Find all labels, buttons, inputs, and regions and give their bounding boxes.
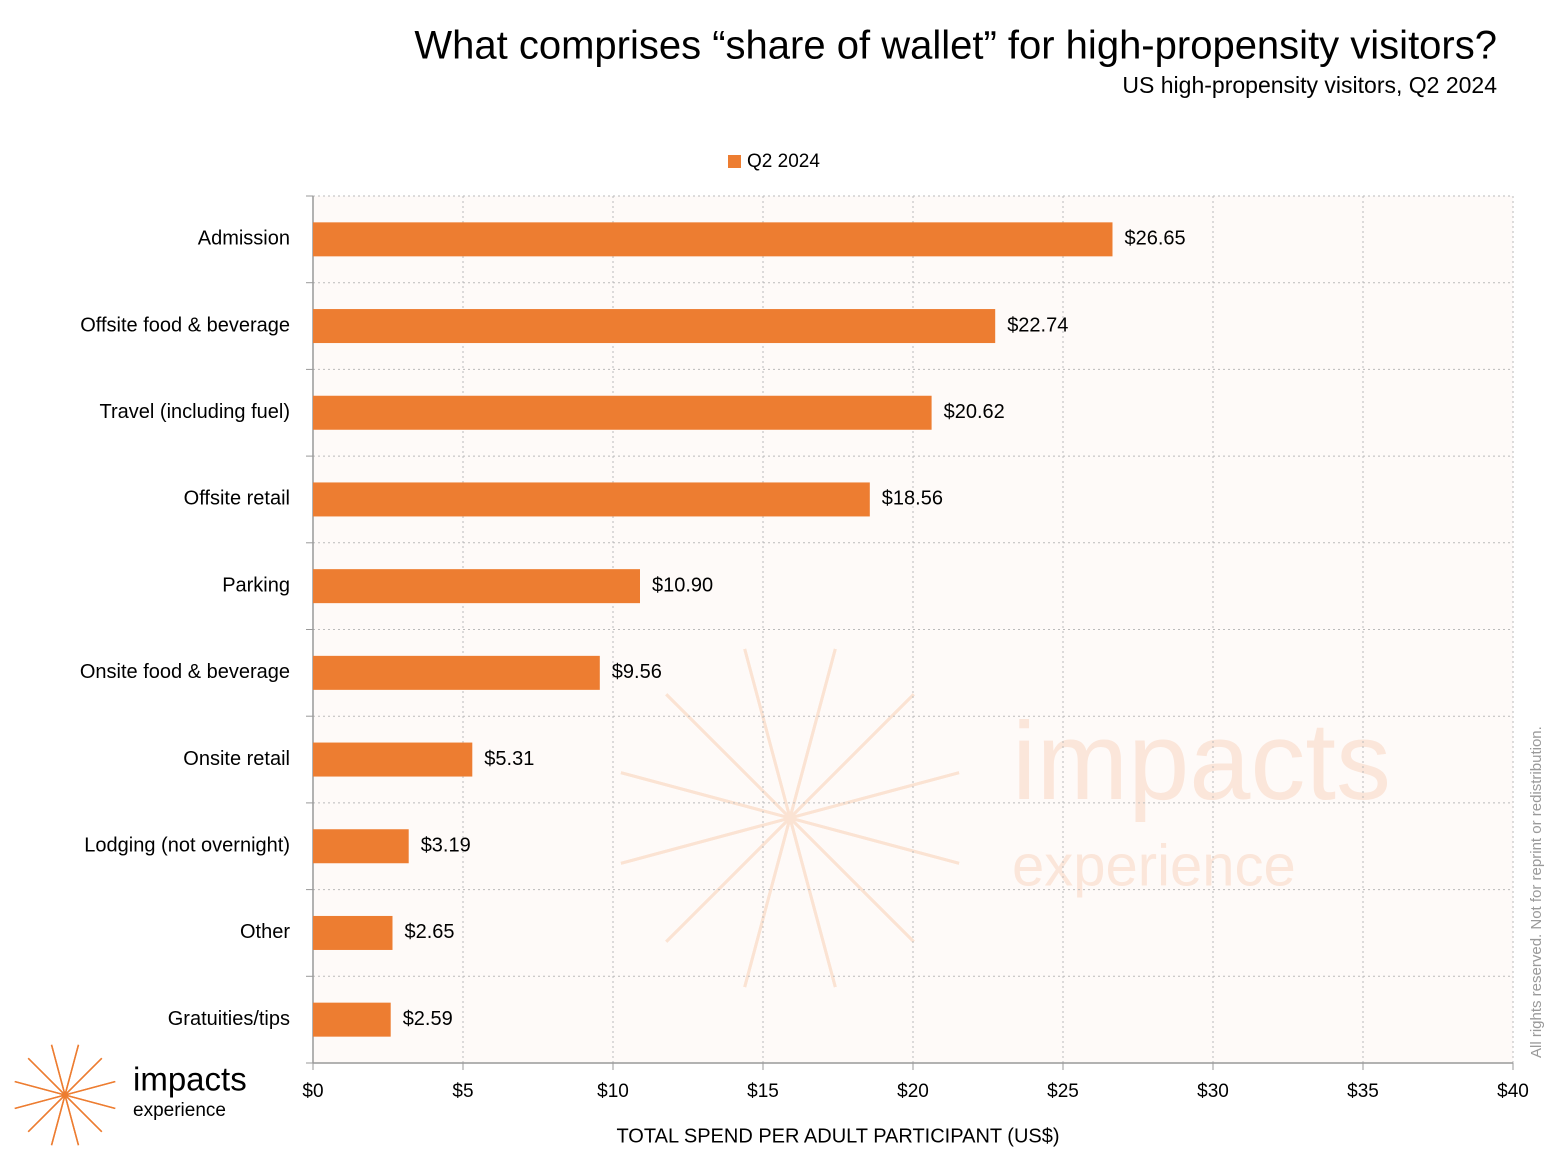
value-label: $2.59 [403,1008,453,1030]
y-tick-label: Admission [198,228,290,250]
burst-ray [14,1080,116,1110]
value-label: $20.62 [944,401,1005,423]
bar [313,395,932,430]
bar [313,222,1113,257]
x-tick-label: $40 [1497,1081,1529,1102]
chart-subtitle: US high-propensity visitors, Q2 2024 [1122,72,1497,98]
value-label: $5.31 [484,748,534,770]
bar [313,482,870,517]
bar [313,915,393,950]
watermark: impacts experience [620,648,1391,988]
y-tick-label: Gratuities/tips [168,1008,290,1030]
bar [313,309,996,344]
logo-tagline: experience [133,1100,226,1121]
bar [313,655,600,690]
x-tick-label: $5 [452,1081,473,1102]
y-tick-label: Lodging (not overnight) [84,835,290,857]
watermark-name: impacts [1012,700,1391,823]
value-label: $2.65 [405,921,455,943]
x-tick-label: $10 [597,1081,629,1102]
bar [313,569,640,604]
x-tick-label: $35 [1347,1081,1379,1102]
y-tick-label: Onsite food & beverage [80,661,290,683]
value-label: $22.74 [1007,314,1068,336]
x-axis-label: TOTAL SPEND PER ADULT PARTICIPANT (US$) [616,1125,1059,1147]
y-tick-label: Parking [222,574,290,596]
value-label: $26.65 [1125,228,1186,250]
x-tick-label: $20 [897,1081,929,1102]
value-label: $9.56 [612,661,662,683]
value-label: $3.19 [421,835,471,857]
x-tick-label: $0 [302,1081,323,1102]
watermark-tagline: experience [1012,833,1296,898]
y-tick-label: Travel (including fuel) [100,401,290,423]
value-label: $18.56 [882,488,943,510]
burst-ray [620,771,960,865]
y-tick-label: Onsite retail [183,748,290,770]
bar [313,829,409,864]
value-label: $10.90 [652,574,713,596]
logo-name: impacts [133,1061,247,1098]
rights-notice: All rights reserved. Not for reprint or … [1528,726,1545,1058]
bar [313,742,473,777]
logo [14,1044,116,1146]
x-tick-label: $15 [747,1081,779,1102]
chart-title: What comprises “share of wallet” for hig… [414,24,1497,68]
y-tick-label: Offsite retail [184,488,290,510]
legend-label: Q2 2024 [747,151,820,172]
x-tick-label: $30 [1197,1081,1229,1102]
x-tick-label: $25 [1047,1081,1079,1102]
legend-swatch [728,155,741,168]
bar [313,1002,391,1037]
y-tick-label: Offsite food & beverage [80,314,290,336]
y-tick-label: Other [240,921,290,943]
